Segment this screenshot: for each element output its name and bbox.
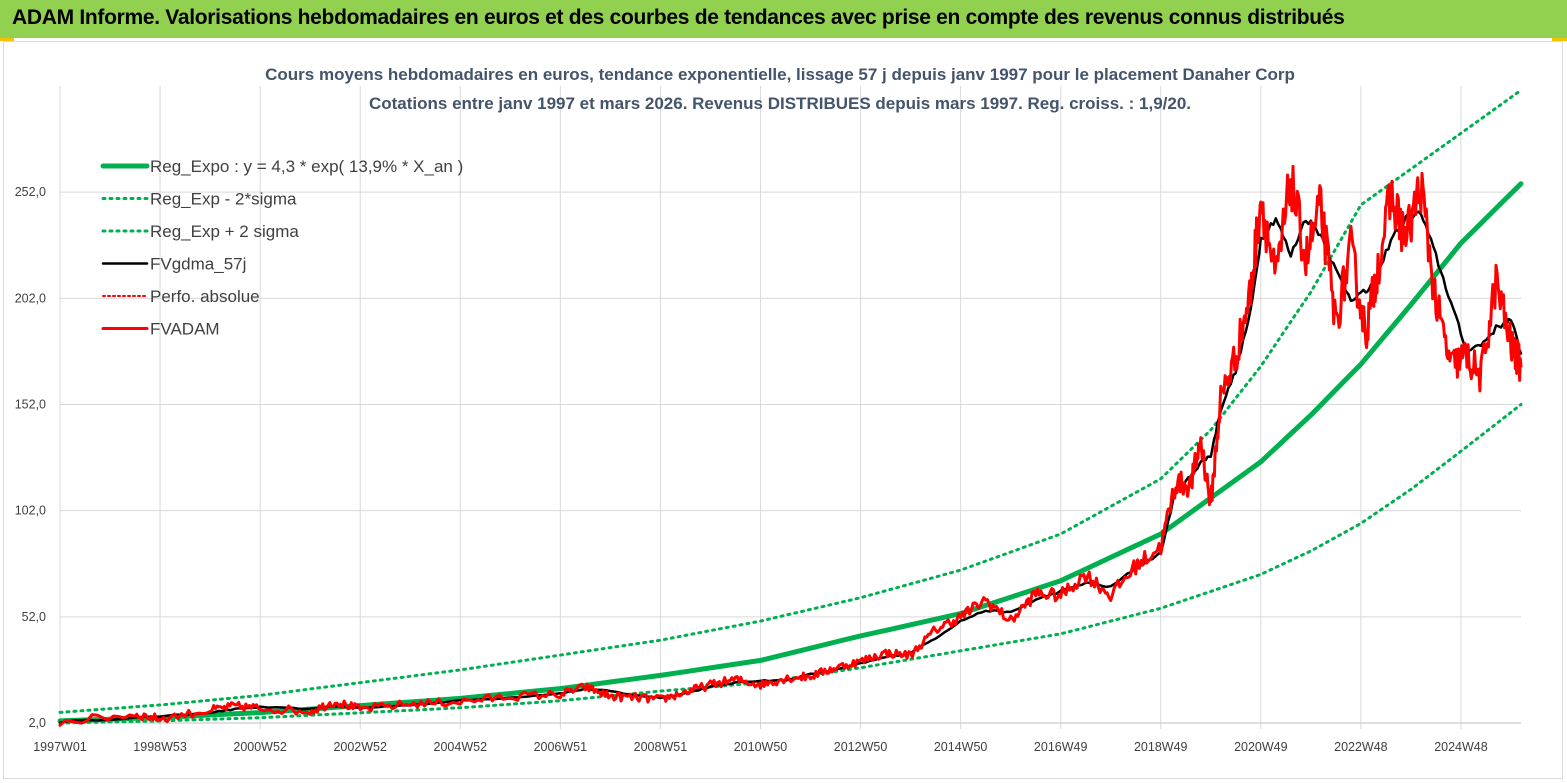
x-tick-label: 2014W50 [934, 740, 988, 754]
reg-expo-line [57, 181, 1524, 724]
y-axis: 2,0 52,0 102,0 152,0 202,0 252,0 [15, 185, 46, 730]
x-tick-label: 2006W51 [534, 740, 588, 754]
y-tick-label: 202,0 [15, 291, 46, 305]
x-tick-label: 2016W49 [1034, 740, 1088, 754]
reg-upper-band-line [58, 88, 1523, 714]
y-tick-label: 152,0 [15, 398, 46, 412]
x-tick-label: 1997W01 [33, 740, 87, 754]
x-tick-label: 2004W52 [434, 740, 488, 754]
legend-label-perfo: Perfo. absolue [150, 287, 260, 306]
y-tick-label: 2,0 [29, 716, 46, 730]
chart-subtitle: Cotations entre janv 1997 et mars 2026. … [369, 94, 1191, 113]
x-tick-label: 2020W49 [1234, 740, 1288, 754]
report-banner: ADAM Informe. Valorisations hebdomadaire… [0, 0, 1567, 38]
x-tick-label: 2002W52 [333, 740, 387, 754]
report-banner-title: ADAM Informe. Valorisations hebdomadaire… [12, 6, 1345, 29]
x-tick-label: 2000W52 [233, 740, 287, 754]
x-tick-label: 2008W51 [634, 740, 688, 754]
legend-label-fv: FVgdma_57j [150, 255, 246, 274]
fvgdma-57j-line [58, 210, 1523, 724]
x-tick-label: 2012W50 [834, 740, 888, 754]
x-tick-label: 2024W48 [1434, 740, 1488, 754]
x-tick-label: 2018W49 [1134, 740, 1188, 754]
legend-label-lower: Reg_Exp - 2*sigma [150, 190, 297, 209]
banner-corner-accent-left [0, 38, 14, 41]
y-tick-label: 252,0 [15, 185, 46, 199]
legend-label-fvadam: FVADAM [150, 320, 220, 339]
x-axis: 1997W01 1998W53 2000W52 2002W52 2004W52 2006W… [33, 722, 1521, 754]
y-tick-label: 102,0 [15, 504, 46, 518]
chart-series [57, 88, 1524, 727]
y-tick-label: 52,0 [22, 610, 46, 624]
x-tick-label: 2010W50 [734, 740, 788, 754]
banner-corner-accent-right [1552, 38, 1567, 41]
reg-lower-band-line [58, 403, 1523, 725]
chart-frame [3, 41, 1563, 779]
x-tick-label: 2022W48 [1334, 740, 1388, 754]
fvadam-line [58, 164, 1523, 727]
chart-title: Cours moyens hebdomadaires en euros, ten… [265, 65, 1295, 84]
legend-label-reg: Reg_Expo : y = 4,3 * exp( 13,9% * X_an ) [150, 157, 463, 176]
legend-label-upper: Reg_Exp + 2 sigma [150, 222, 299, 241]
x-tick-label: 1998W53 [133, 740, 187, 754]
chart-legend: Reg_Expo : y = 4,3 * exp( 13,9% * X_an )… [100, 157, 463, 339]
chart-gridlines [59, 86, 1521, 729]
